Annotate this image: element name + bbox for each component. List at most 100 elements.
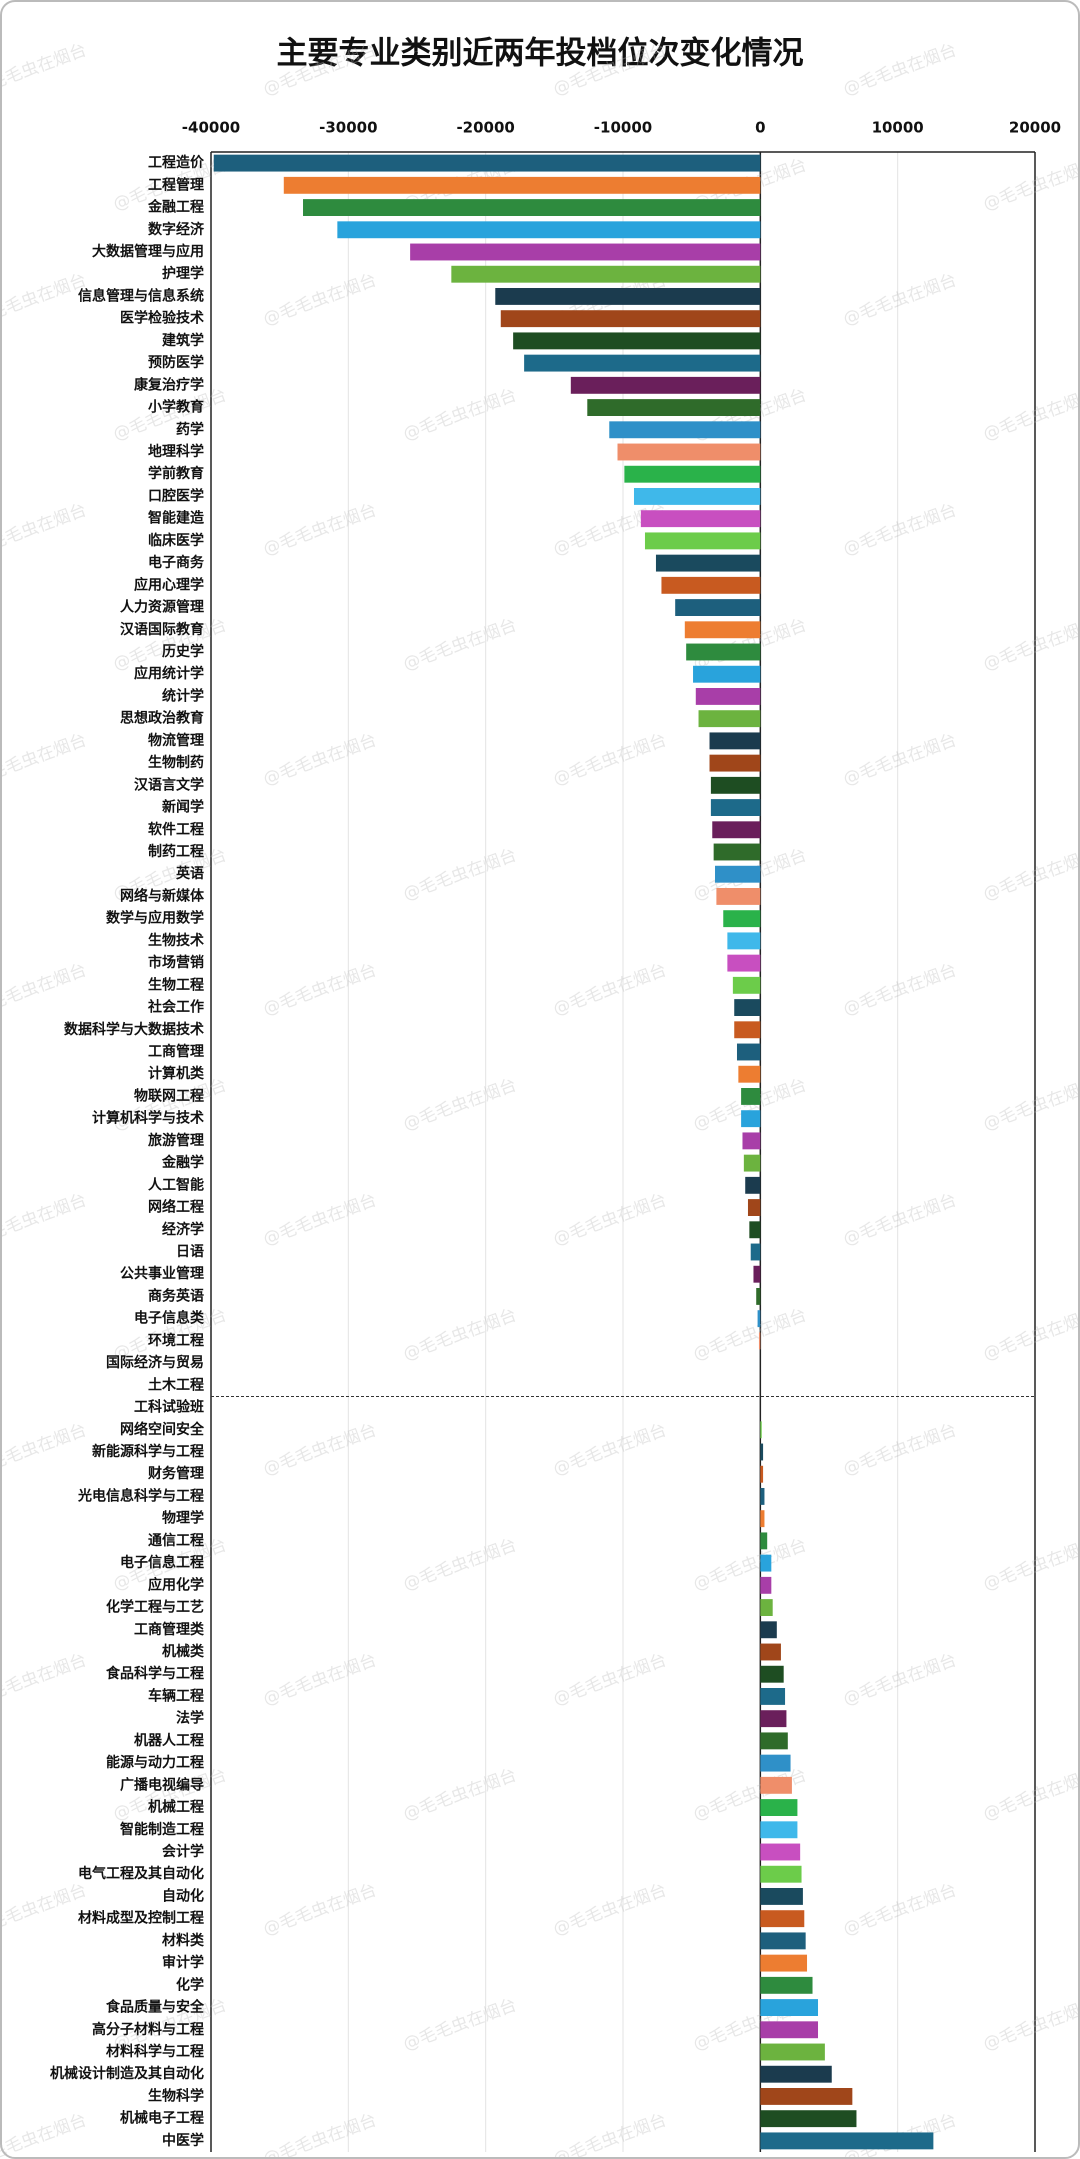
bar [732,976,761,994]
y-tick-label: 金融工程 [147,199,204,216]
y-tick-label: 思想政治教育 [120,710,204,727]
y-tick-label: 食品质量与安全 [106,1999,205,2016]
bar [760,1576,772,1594]
bar [303,199,761,216]
y-tick-label: 应用心理学 [134,576,204,593]
bar [760,1843,801,1861]
y-tick-label: 中医学 [162,2132,204,2149]
x-tick-label: -10000 [594,119,652,137]
bar [760,1510,765,1528]
y-tick-label: 数据科学与大数据技术 [64,1021,204,1038]
y-tick-label: 广播电视编导 [120,1776,204,1793]
bar [741,1110,761,1128]
y-tick-label: 车辆工程 [148,1687,204,1704]
y-tick-label: 药学 [176,421,204,438]
y-tick-label: 医学检验技术 [120,310,204,327]
bar [716,888,761,905]
y-tick-label: 机器人工程 [134,1732,204,1749]
bar [760,1888,803,1905]
y-tick-label: 材料成型及控制工程 [78,1910,204,1927]
y-tick-label: 材料类 [162,1932,205,1949]
y-tick-label: 物流管理 [148,732,204,749]
bar [750,1243,761,1261]
y-tick-label: 高分子材料与工程 [92,2021,204,2038]
bar [710,776,761,794]
y-tick-label: 网络与新媒体 [120,887,205,904]
bar [760,1954,808,1972]
x-tick-label: 0 [755,119,765,137]
bar [513,332,761,350]
bar [715,865,761,883]
bar [760,1443,764,1461]
y-tick-label: 口腔医学 [148,487,204,504]
y-tick-label: 工科试验班 [134,1399,204,1416]
y-tick-label: 生物科学 [148,2087,204,2104]
bar [609,421,761,439]
y-tick-label: 工程管理 [148,176,204,193]
y-tick-label: 新能源科学与工程 [92,1443,204,1460]
bar [745,1176,761,1194]
y-tick-label: 人力资源管理 [120,599,204,616]
bar [760,2088,853,2105]
bar [624,465,761,483]
bar [712,821,761,839]
y-tick-label: 机械电子工程 [120,2110,204,2127]
bar [738,1065,761,1083]
y-tick-label: 康复治疗学 [134,376,204,393]
bar [736,1043,761,1061]
bar [742,1132,761,1150]
x-tick-label: -30000 [319,119,377,137]
y-tick-label: 生物工程 [148,976,204,993]
bar [710,799,761,816]
bar [644,532,761,550]
y-tick-label: 数学与应用数学 [106,910,204,927]
y-tick-label: 人工智能 [148,1176,204,1193]
y-tick-label: 法学 [176,1710,204,1727]
y-tick-label: 机械工程 [148,1799,204,1816]
bar [337,221,761,239]
y-tick-label: 英语 [175,865,204,882]
y-tick-label: 光电信息科学与工程 [77,1487,204,1504]
y-tick-label: 日语 [176,1244,204,1260]
bar [760,1776,792,1794]
bar [760,2043,825,2061]
y-tick-label: 计算机科学与技术 [92,1110,204,1127]
y-tick-label: 会计学 [162,1843,204,1860]
bar [760,1999,819,2016]
chart-title: 主要专业类别近两年投档位次变化情况 [277,36,804,72]
y-tick-label: 机械设计制造及其自动化 [50,2065,204,2082]
y-tick-label: 预防医学 [148,354,204,371]
y-tick-label: 公共事业管理 [120,1265,204,1282]
bar [760,1754,791,1772]
x-tick-label: 20000 [1009,119,1061,137]
bar [760,1421,762,1439]
bar [760,1465,764,1483]
y-tick-label: 通信工程 [148,1532,204,1549]
y-tick-label: 电气工程及其自动化 [78,1865,204,1882]
bar [760,2110,857,2128]
bar [760,1821,798,1839]
y-tick-label: 审计学 [162,1954,204,1971]
y-tick-label: 计算机类 [148,1065,205,1082]
bar [570,376,761,394]
y-tick-label: 土木工程 [148,1376,204,1393]
y-tick-label: 制药工程 [148,843,204,860]
bar [524,354,761,372]
y-tick-label: 社会工作 [147,999,204,1016]
bar [760,1710,787,1728]
y-tick-label: 经济学 [162,1221,204,1238]
y-tick-label: 生物技术 [148,932,204,949]
bar [709,754,761,772]
bar [743,1154,761,1172]
bar [760,2021,819,2039]
y-tick-label: 建筑学 [162,332,204,349]
bar [760,1688,786,1705]
y-tick-label: 信息管理与信息系统 [78,287,204,304]
y-tick-label: 地理科学 [148,443,204,460]
bar [734,1021,761,1039]
bar [727,932,761,950]
bar [760,1865,802,1883]
bar [283,176,761,194]
bar [749,1221,761,1239]
